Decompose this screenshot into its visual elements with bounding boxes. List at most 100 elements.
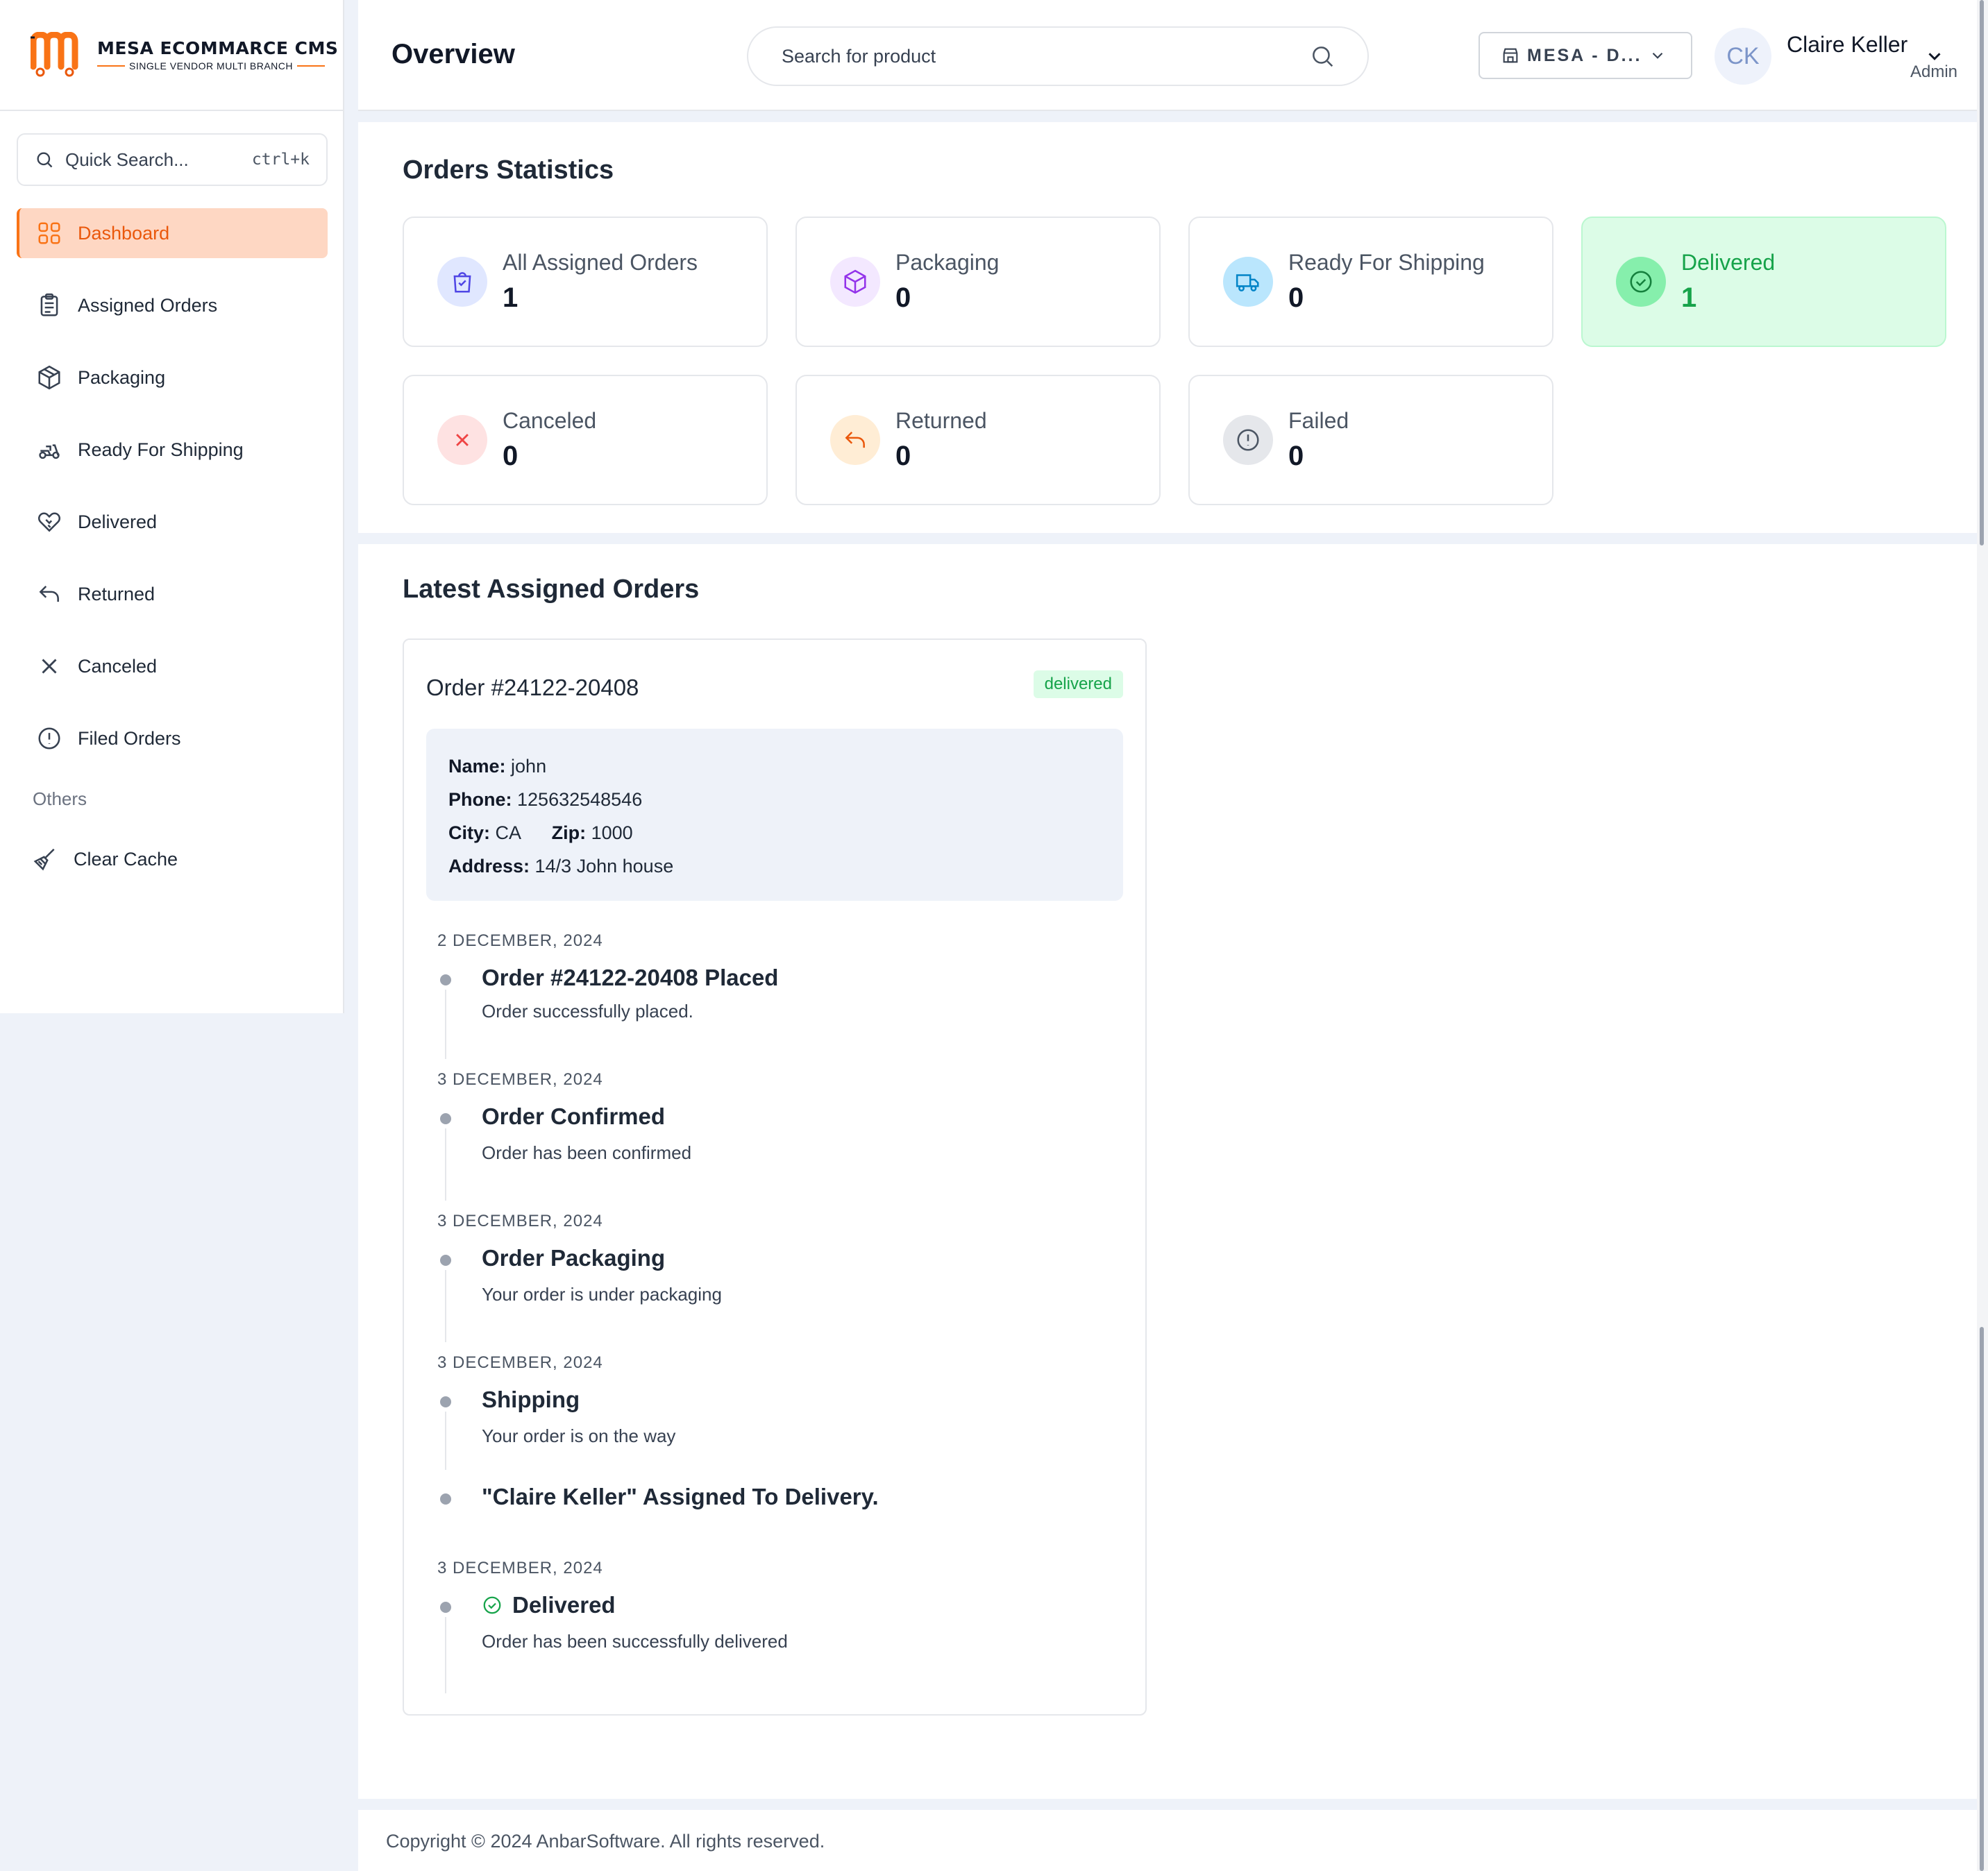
stat-value: 1 [1681, 282, 1697, 313]
timeline-connector [445, 1617, 446, 1693]
timeline-title: "Claire Keller" Assigned To Delivery. [482, 1484, 879, 1509]
timeline-date: 3 DECEMBER, 2024 [437, 1353, 603, 1372]
sidebar-item-label: Delivered [78, 511, 158, 532]
customer-phone: 125632548546 [517, 789, 643, 810]
stat-value: 0 [503, 441, 519, 471]
search-icon[interactable] [1309, 43, 1336, 69]
alert-circle-icon [1237, 429, 1259, 451]
stat-label: Ready For Shipping [1288, 250, 1485, 275]
brand-name: MESA ECOMMARCE CMS [97, 38, 339, 58]
stat-label: Failed [1288, 408, 1349, 433]
chevron-down-icon[interactable] [1924, 46, 1945, 67]
stat-card-all-assigned[interactable]: All Assigned Orders 1 [403, 217, 768, 347]
timeline-dot [440, 974, 451, 985]
customer-name: john [511, 756, 547, 777]
brand-tagline: SINGLE VENDOR MULTI BRANCH [129, 60, 293, 71]
timeline-description: Your order is on the way [482, 1425, 676, 1446]
customer-city-zip-row: City: CA Zip: 1000 [448, 816, 1101, 849]
customer-phone-row: Phone: 125632548546 [448, 783, 1101, 816]
timeline-title: Delivered [512, 1592, 616, 1618]
timeline-title-row: Delivered [482, 1592, 616, 1618]
order-id[interactable]: Order #24122-20408 [426, 675, 639, 700]
stat-card-failed[interactable]: Failed 0 [1188, 375, 1553, 505]
section-title: Latest Assigned Orders [403, 575, 700, 604]
quick-search-button[interactable]: Quick Search... ctrl+k [17, 133, 328, 186]
broom-icon [33, 848, 55, 871]
stat-card-packaging[interactable]: Packaging 0 [795, 217, 1161, 347]
orders-statistics: Orders Statistics All Assigned Orders 1 … [358, 122, 1977, 533]
sidebar-item-dashboard[interactable]: Dashboard [17, 208, 328, 258]
avatar[interactable]: CK [1715, 28, 1771, 85]
store-icon [1503, 48, 1518, 63]
sidebar-item-label: Clear Cache [74, 848, 178, 870]
stat-card-delivered[interactable]: Delivered 1 [1581, 217, 1946, 347]
timeline-connector [445, 990, 446, 1059]
timeline-description: Order successfully placed. [482, 1001, 693, 1022]
copyright-text: Copyright © 2024 AnbarSoftware. All righ… [386, 1831, 825, 1852]
sidebar-item-delivered[interactable]: Delivered [17, 497, 328, 547]
branch-select[interactable]: MESA - D... [1479, 32, 1692, 79]
stat-value: 0 [1288, 441, 1304, 471]
box-icon [38, 365, 60, 390]
clipboard-icon [40, 293, 58, 316]
page-scrollbar[interactable] [1977, 0, 1988, 1871]
sidebar-item-filed-orders[interactable]: Filed Orders [17, 713, 328, 763]
stat-card-ready-for-shipping[interactable]: Ready For Shipping 0 [1188, 217, 1553, 347]
customer-zip: 1000 [591, 822, 633, 843]
sidebar-item-label: Filed Orders [78, 727, 181, 749]
branch-select-value: MESA - D... [1527, 45, 1642, 65]
timeline-dot [440, 1255, 451, 1266]
sidebar-item-label: Returned [78, 583, 155, 604]
product-search-input[interactable] [782, 45, 1309, 67]
stat-card-returned[interactable]: Returned 0 [795, 375, 1161, 505]
customer-details: Name: john Phone: 125632548546 City: CA … [426, 729, 1123, 901]
field-label: Zip: [551, 822, 587, 843]
box-icon [844, 269, 866, 294]
timeline-date: 2 DECEMBER, 2024 [437, 931, 603, 950]
stat-icon-wrap [1616, 257, 1666, 307]
scrollbar-thumb-top[interactable] [1980, 0, 1984, 545]
stat-label: Delivered [1681, 250, 1776, 275]
timeline-dot [440, 1602, 451, 1613]
delivery-scooter-icon [39, 444, 60, 459]
stat-icon-wrap [437, 257, 487, 307]
dashboard-grid-icon [38, 222, 60, 244]
status-badge: delivered [1033, 670, 1123, 698]
sidebar-item-ready-for-shipping[interactable]: Ready For Shipping [17, 425, 328, 475]
order-card[interactable]: Order #24122-20408 delivered Name: john … [403, 638, 1147, 1716]
shopping-bag-check-icon [453, 272, 471, 293]
stat-icon-wrap [830, 257, 880, 307]
alert-circle-icon [38, 727, 60, 750]
section-title: Orders Statistics [403, 155, 614, 185]
top-header: Overview MESA - D... CK Claire Keller Ad… [358, 0, 1982, 111]
sidebar-item-returned[interactable]: Returned [17, 569, 328, 619]
customer-city: CA [495, 822, 521, 843]
timeline-dot [440, 1113, 451, 1124]
sidebar-item-packaging[interactable]: Packaging [17, 353, 328, 403]
x-icon [456, 434, 469, 446]
divider [297, 65, 325, 67]
brand-logo-mark [31, 32, 78, 77]
stat-label: Returned [895, 408, 987, 433]
sidebar-item-label: Assigned Orders [78, 294, 218, 316]
sidebar-item-clear-cache[interactable]: Clear Cache [17, 834, 328, 884]
chevron-down-icon [1653, 52, 1663, 59]
sidebar: MESA ECOMMARCE CMS SINGLE VENDOR MULTI B… [0, 0, 344, 1013]
timeline-connector [445, 1128, 446, 1201]
sidebar-item-assigned-orders[interactable]: Assigned Orders [17, 280, 328, 330]
sidebar-item-canceled[interactable]: Canceled [17, 641, 328, 691]
stat-card-canceled[interactable]: Canceled 0 [403, 375, 768, 505]
scrollbar-thumb-bottom[interactable] [1980, 1327, 1984, 1871]
sidebar-item-label: Canceled [78, 655, 158, 677]
field-label: Name: [448, 756, 506, 777]
stat-icon-wrap [1223, 415, 1273, 465]
brand-logo[interactable]: MESA ECOMMARCE CMS SINGLE VENDOR MULTI B… [0, 0, 343, 111]
user-role: Admin [1910, 62, 1957, 81]
stat-value: 0 [895, 282, 911, 313]
footer: Copyright © 2024 AnbarSoftware. All righ… [358, 1810, 1977, 1871]
user-name[interactable]: Claire Keller [1787, 32, 1908, 57]
timeline-connector [445, 1412, 446, 1470]
customer-address-row: Address: 14/3 John house [448, 849, 1101, 883]
field-label: Address: [448, 856, 530, 877]
stat-value: 0 [895, 441, 911, 471]
